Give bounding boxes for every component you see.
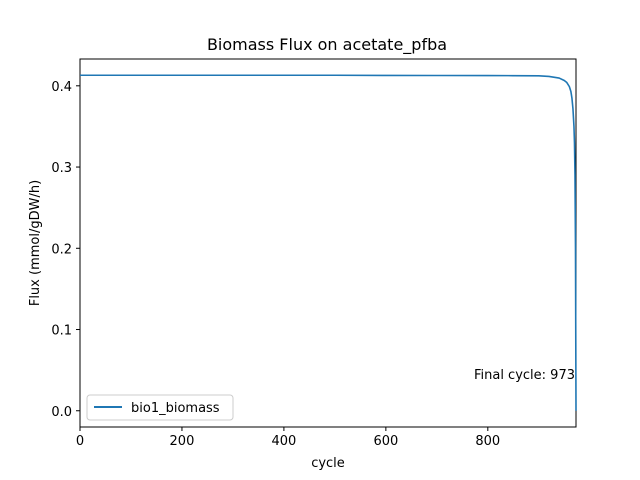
x-axis-label: cycle xyxy=(311,456,345,471)
x-axis-ticks: 0 200 400 600 800 xyxy=(76,427,500,449)
final-cycle-annotation: Final cycle: 973 xyxy=(474,368,575,383)
y-tick-label: 0.0 xyxy=(51,405,72,420)
y-axis-label: Flux (mmol/gDW/h) xyxy=(28,180,43,306)
y-tick-label: 0.2 xyxy=(51,242,72,257)
y-axis-ticks: 0.0 0.1 0.2 0.3 0.4 xyxy=(51,80,80,420)
y-tick-label: 0.4 xyxy=(51,80,72,95)
series-group xyxy=(80,74,577,411)
series-line-bio1-biomass xyxy=(80,74,577,411)
chart-title: Biomass Flux on acetate_pfba xyxy=(207,35,447,55)
x-tick-label: 600 xyxy=(373,434,398,449)
y-tick-label: 0.3 xyxy=(51,161,72,176)
x-tick-label: 800 xyxy=(475,434,500,449)
y-tick-label: 0.1 xyxy=(51,324,72,339)
legend-frame xyxy=(86,394,234,421)
legend: bio1_biomass xyxy=(86,394,234,421)
x-tick-label: 200 xyxy=(170,434,195,449)
x-tick-label: 400 xyxy=(271,434,296,449)
x-tick-label: 0 xyxy=(76,434,84,449)
legend-entry-bio1-biomass: bio1_biomass xyxy=(131,401,220,416)
